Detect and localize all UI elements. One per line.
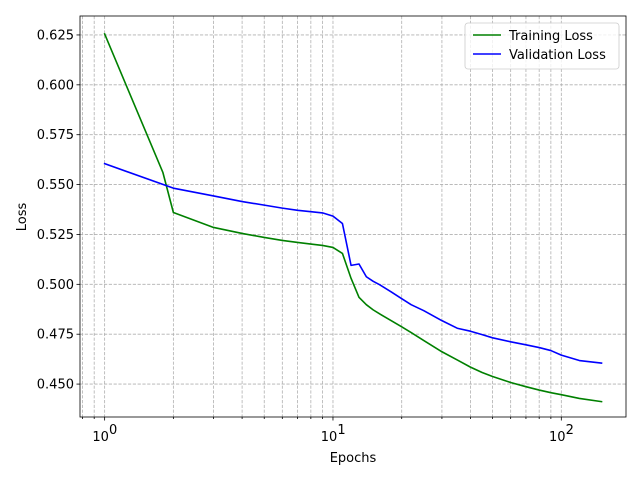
x-tick-label: 10 [321, 430, 338, 445]
x-tick-label: 10 [92, 430, 109, 445]
tick-labels: 0.450 0.475 0.500 0.525 0.550 0.575 0.600 0.625… [37, 28, 574, 445]
y-tick-label: 0.450 [37, 378, 74, 393]
plot-area-background [80, 16, 626, 417]
series-lines [103, 32, 603, 403]
legend-label-training: Training Loss [508, 29, 593, 44]
y-tick-label: 0.475 [37, 328, 74, 343]
plot-frame [79, 15, 627, 418]
x-tick-label-exponent: 0 [109, 423, 117, 438]
grid-lines [80, 16, 626, 417]
x-tick-label: 10 [549, 430, 566, 445]
y-tick-label: 0.625 [37, 28, 74, 43]
axis-ticks [76, 34, 562, 421]
y-tick-label: 0.525 [37, 228, 74, 243]
y-tick-label: 0.500 [37, 278, 74, 293]
y-tick-label: 0.600 [37, 78, 74, 93]
x-axis-label: Epochs [330, 451, 377, 466]
legend-box [464, 22, 620, 70]
legend: Training Loss Validation Loss [464, 22, 620, 70]
x-tick-label-exponent: 2 [566, 423, 574, 438]
training-loss-line [103, 32, 603, 403]
y-tick-label: 0.550 [37, 178, 74, 193]
y-tick-label: 0.575 [37, 128, 74, 143]
validation-loss-line [103, 162, 603, 365]
legend-label-validation: Validation Loss [509, 48, 606, 63]
x-tick-label-exponent: 1 [337, 423, 345, 438]
y-axis-label: Loss [15, 203, 30, 232]
